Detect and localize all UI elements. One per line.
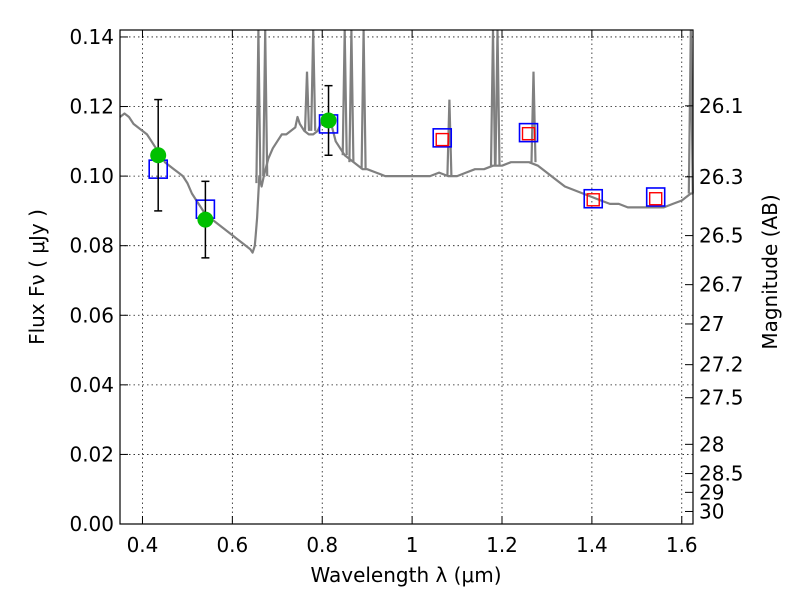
x-tick-label: 0.6: [216, 533, 248, 557]
upper-limit-square: [648, 192, 663, 206]
y2-tick-label: 26.1: [699, 94, 744, 118]
x-axis-label: Wavelength λ (μm): [310, 563, 501, 587]
y2-axis-label: Magnitude (AB): [758, 194, 782, 349]
y2-tick-label: 28: [699, 432, 724, 456]
observed-flux-point: [197, 211, 214, 228]
model-photometry-square: [432, 128, 453, 148]
spectrum-line: [119, 112, 693, 254]
emission-line-spike: [446, 99, 453, 177]
y-tick-label: 0.12: [69, 95, 114, 119]
y2-tick-label: 27.5: [699, 386, 744, 410]
x-tick-label: 1.4: [576, 533, 608, 557]
y2-tick-label: 28.5: [699, 462, 744, 486]
plot-background: [120, 30, 693, 524]
y2-tick-label: 26.7: [699, 273, 744, 297]
upper-limit-square: [521, 126, 536, 141]
observed-flux-point: [150, 147, 167, 164]
x-tick-label: 1.6: [666, 533, 698, 557]
grid: [120, 30, 693, 525]
y-tick-label: 0.04: [69, 373, 114, 397]
upper-limit-square: [586, 193, 600, 207]
y2-tick-label: 26.3: [699, 165, 744, 189]
y2-tick-label: 27.2: [699, 353, 744, 377]
y-tick-label: 0.08: [69, 234, 114, 258]
model-photometry-square: [583, 188, 604, 209]
y-axis: 0.00 0.02 0.04 0.06 0.08 0.10 0.12 0.14: [69, 25, 128, 536]
y2-tick-label: 27: [699, 312, 724, 336]
x-tick-label: 1.2: [486, 533, 518, 557]
model-photometry-square: [518, 122, 539, 143]
x-tick-label: 0.8: [306, 533, 338, 557]
y2-tick-label: 26.5: [699, 224, 744, 248]
y-tick-label: 0.14: [69, 25, 114, 49]
y2-tick-label: 30: [699, 499, 724, 523]
y2-tick-label: 29: [699, 480, 724, 504]
y-tick-label: 0.00: [69, 512, 114, 536]
x-axis: 0.4 0.6 0.8 1 1.2 1.4 1.6: [127, 30, 698, 557]
y-axis-label: Flux Fν ( μJy ): [25, 209, 49, 345]
plot-frame: [119, 29, 694, 525]
observed-flux-point: [320, 112, 337, 129]
y-tick-label: 0.06: [69, 303, 114, 327]
x-tick-label: 0.4: [127, 533, 159, 557]
upper-limit-square: [435, 132, 449, 147]
model-photometry-square: [645, 187, 666, 207]
y-tick-label: 0.02: [69, 442, 114, 466]
x-tick-label: 1: [406, 533, 419, 557]
emission-line-spike: [303, 71, 311, 131]
y-tick-label: 0.10: [69, 164, 114, 188]
